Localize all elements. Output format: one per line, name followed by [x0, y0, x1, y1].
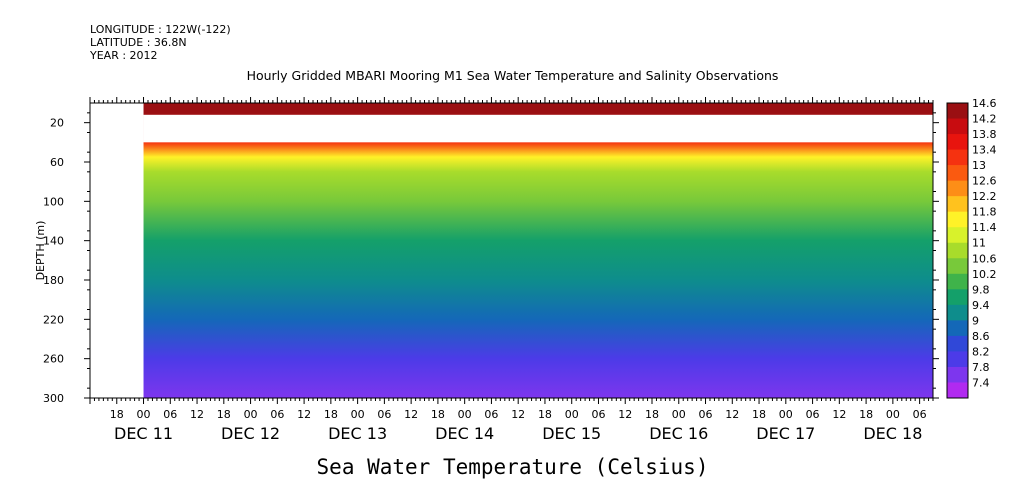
y-tick-label: 60 [50, 156, 64, 169]
x-hour-label: 06 [270, 408, 284, 421]
colorbar-swatch [947, 320, 968, 337]
colorbar-title: Sea Water Temperature (Celsius) [316, 455, 709, 479]
colorbar-swatch [947, 242, 968, 259]
x-hour-label: 00 [779, 408, 793, 421]
chart-title: Hourly Gridded MBARI Mooring M1 Sea Wate… [246, 68, 779, 83]
y-tick-label: 100 [43, 195, 64, 208]
y-tick-label: 140 [43, 235, 64, 248]
x-hour-label: 18 [538, 408, 552, 421]
x-hour-label: 12 [511, 408, 525, 421]
x-hour-label: 12 [618, 408, 632, 421]
y-tick-label: 180 [43, 274, 64, 287]
colorbar-swatch [947, 304, 968, 321]
x-day-label: DEC 15 [542, 424, 601, 443]
colorbar-label: 11.8 [972, 206, 997, 219]
x-hour-label: 18 [110, 408, 124, 421]
colorbar-swatch [947, 351, 968, 368]
y-tick-label: 260 [43, 353, 64, 366]
colorbar-swatch [947, 227, 968, 244]
colorbar-swatch [947, 382, 968, 399]
x-hour-label: 18 [859, 408, 873, 421]
x-hour-label: 00 [137, 408, 151, 421]
x-hour-label: 00 [672, 408, 686, 421]
axes: 20 60 100 140 180 220 260 300 DEPTH (m) 18 00 06 12 1… [34, 97, 939, 443]
x-hour-label: 06 [806, 408, 820, 421]
colorbar-label: 13.4 [972, 144, 997, 157]
x-day-label: DEC 12 [221, 424, 280, 443]
y-tick-label: 220 [43, 313, 64, 326]
y-tick-label: 300 [43, 392, 64, 405]
data-gap-band [143, 114, 933, 143]
colorbar-label: 8.6 [972, 330, 990, 343]
x-hour-label: 12 [297, 408, 311, 421]
x-day-label: DEC 14 [435, 424, 494, 443]
x-day-label: DEC 16 [649, 424, 708, 443]
colorbar-label: 8.2 [972, 345, 990, 358]
x-hour-label: 00 [565, 408, 579, 421]
x-hour-label: 00 [458, 408, 472, 421]
x-hour-label: 00 [244, 408, 258, 421]
colorbar-swatch [947, 196, 968, 213]
colorbar-swatch [947, 289, 968, 306]
longitude-label: LONGITUDE : 122W(-122) [90, 23, 231, 36]
colorbar-swatch [947, 180, 968, 197]
colorbar-label: 11.4 [972, 221, 997, 234]
colorbar-swatch [947, 134, 968, 151]
x-hour-label: 06 [377, 408, 391, 421]
colorbar-label: 10.6 [972, 252, 997, 265]
x-hour-label: 12 [190, 408, 204, 421]
colorbar-label: 10.2 [972, 268, 997, 281]
colorbar-swatch [947, 211, 968, 228]
x-hour-label: 18 [431, 408, 445, 421]
colorbar-label: 13.8 [972, 128, 997, 141]
colorbar-label: 9.4 [972, 299, 990, 312]
x-hour-label: 00 [886, 408, 900, 421]
colorbar-label: 11 [972, 237, 986, 250]
x-hour-label: 18 [217, 408, 231, 421]
y-tick-label: 20 [50, 117, 64, 130]
x-hour-label: 06 [699, 408, 713, 421]
colorbar-label: 7.8 [972, 361, 990, 374]
colorbar-swatch [947, 366, 968, 383]
plot-area [89, 102, 934, 399]
x-day-label: DEC 11 [114, 424, 173, 443]
x-hour-label: 00 [351, 408, 365, 421]
colorbar-frame [946, 102, 969, 399]
colorbar-label: 9 [972, 314, 979, 327]
x-hour-label: 06 [913, 408, 927, 421]
x-hour-label: 18 [752, 408, 766, 421]
x-hour-label: 12 [832, 408, 846, 421]
x-hour-label: 06 [163, 408, 177, 421]
year-label: YEAR : 2012 [90, 49, 158, 62]
x-hour-label: 06 [484, 408, 498, 421]
colorbar-label: 12.2 [972, 190, 997, 203]
x-day-label: DEC 17 [756, 424, 815, 443]
y-axis-label: DEPTH (m) [34, 221, 47, 281]
temperature-field [143, 103, 933, 398]
x-hour-label: 18 [324, 408, 338, 421]
colorbar-swatch [947, 335, 968, 352]
colorbar-swatch [947, 165, 968, 182]
colorbar-swatch [947, 118, 968, 135]
colorbar-label: 14.6 [972, 97, 997, 110]
colorbar-swatch [947, 103, 968, 120]
colorbar-label: 14.2 [972, 113, 997, 126]
colorbar-swatch [947, 149, 968, 166]
x-hour-label: 12 [725, 408, 739, 421]
colorbar-label: 13 [972, 159, 986, 172]
colorbar-label: 9.8 [972, 283, 990, 296]
colorbar-label: 7.4 [972, 376, 990, 389]
x-hour-label: 18 [645, 408, 659, 421]
x-day-label: DEC 18 [863, 424, 922, 443]
x-hour-label: 12 [404, 408, 418, 421]
colorbar: 14.6 14.2 13.8 13.4 13 12.6 12.2 11.8 11.4 11 10.6… [946, 97, 997, 399]
x-day-label: DEC 13 [328, 424, 387, 443]
colorbar-label: 12.6 [972, 175, 997, 188]
colorbar-swatch [947, 258, 968, 275]
x-hour-label: 06 [591, 408, 605, 421]
colorbar-swatch [947, 273, 968, 290]
latitude-label: LATITUDE : 36.8N [90, 36, 187, 49]
